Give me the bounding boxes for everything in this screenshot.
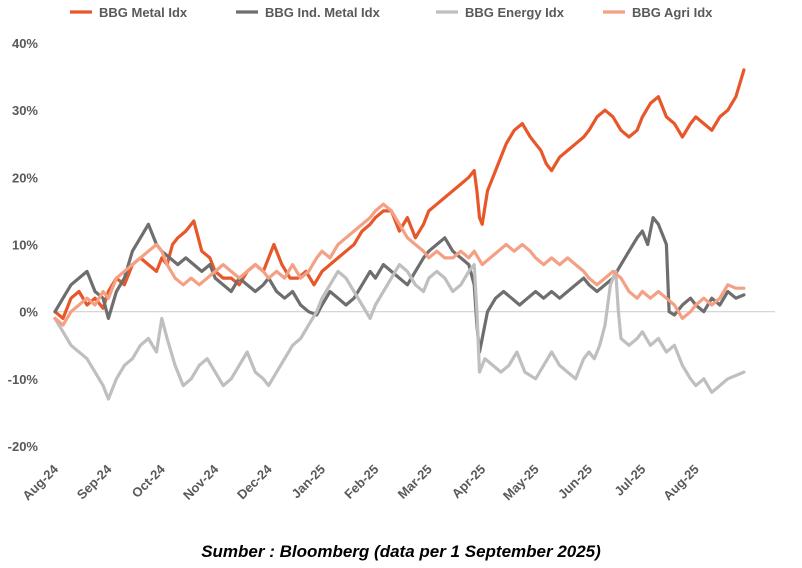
source-note: Sumber : Bloomberg (data per 1 September… (201, 542, 601, 561)
y-tick-label: 20% (12, 170, 38, 185)
x-tick-label: Sep-24 (74, 461, 115, 502)
x-tick-label: Dec-24 (234, 461, 275, 502)
x-tick-label: Feb-25 (341, 462, 381, 502)
plot-area (53, 68, 775, 401)
legend-label: BBG Ind. Metal Idx (265, 5, 381, 20)
y-tick-label: 40% (12, 36, 38, 51)
x-axis: Aug-24 Sep-24 Oct-24 Nov-24 Dec-24 Jan-25 Feb-… (19, 461, 702, 503)
x-tick-label: Aug-25 (660, 462, 702, 504)
y-tick-label: 0% (19, 305, 38, 320)
x-tick-label: Jun-25 (555, 462, 595, 502)
x-tick-label: Aug-24 (19, 461, 61, 503)
x-tick-label: Mar-25 (395, 462, 435, 502)
y-axis: 40% 30% 20% 10% 0% -10% -20% (8, 36, 39, 454)
series-line-bbg-agri-idx (53, 202, 746, 327)
x-tick-label: May-25 (500, 462, 542, 504)
legend-item-bbg-ind-metal-idx: BBG Ind. Metal Idx (236, 5, 381, 20)
y-tick-label: 10% (12, 238, 38, 253)
series-line-bbg-metal-idx (53, 68, 746, 320)
x-tick-label: Jan-25 (288, 462, 328, 502)
legend-item-bbg-metal-idx: BBG Metal Idx (70, 5, 188, 20)
legend-label: BBG Metal Idx (99, 5, 188, 20)
legend: BBG Metal Idx BBG Ind. Metal Idx BBG Energ… (70, 5, 713, 20)
y-tick-label: -10% (8, 372, 39, 387)
legend-item-bbg-agri-idx: BBG Agri Idx (603, 5, 713, 20)
x-tick-label: Apr-25 (449, 462, 489, 502)
x-tick-label: Nov-24 (180, 461, 222, 503)
legend-label: BBG Agri Idx (632, 5, 713, 20)
series-line-bbg-ind-metal-idx (53, 216, 746, 354)
series-line-bbg-energy-idx (53, 263, 746, 401)
x-tick-label: Oct-24 (129, 461, 169, 501)
legend-item-bbg-energy-idx: BBG Energy Idx (436, 5, 565, 20)
x-tick-label: Jul-25 (611, 462, 648, 499)
y-tick-label: 30% (12, 103, 38, 118)
legend-label: BBG Energy Idx (465, 5, 565, 20)
y-tick-label: -20% (8, 439, 39, 454)
